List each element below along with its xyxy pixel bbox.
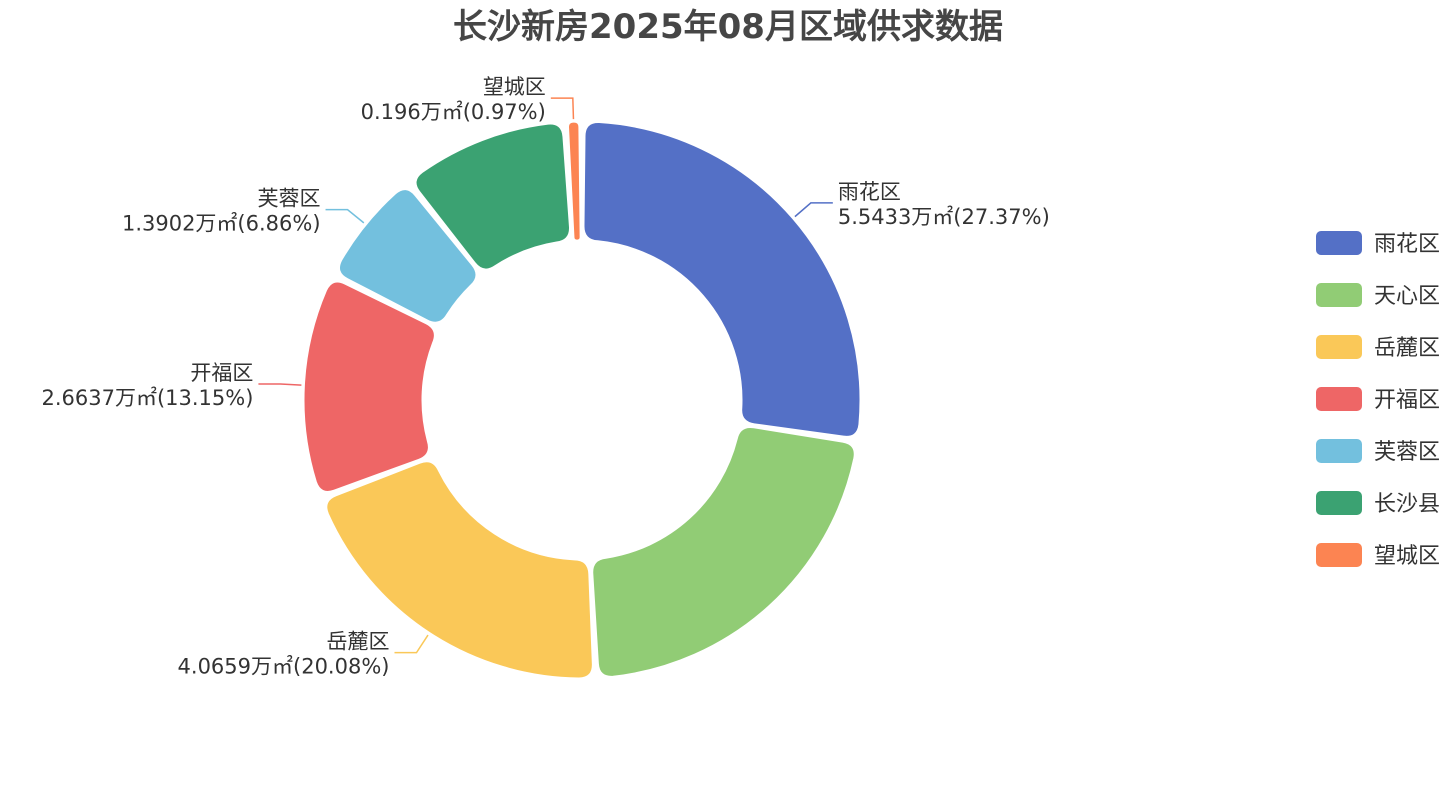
- slice-1[interactable]: [583, 122, 861, 437]
- legend-label-7: 望城区: [1374, 544, 1440, 569]
- donut-slices: [303, 121, 861, 679]
- legend-item-6[interactable]: 长沙县: [1316, 491, 1440, 517]
- legend-swatch-7: [1316, 543, 1362, 567]
- slice-label-name-1: 雨花区: [838, 180, 901, 204]
- slice-5[interactable]: [339, 189, 477, 323]
- legend-item-2[interactable]: 天心区: [1316, 283, 1440, 309]
- legend-swatch-2: [1316, 283, 1362, 307]
- legend-label-5: 芙蓉区: [1374, 440, 1440, 465]
- legend-item-3[interactable]: 岳麓区: [1316, 335, 1440, 361]
- legend-swatch-3: [1316, 335, 1362, 359]
- legend-label-4: 开福区: [1374, 388, 1440, 413]
- slice-3[interactable]: [326, 461, 593, 679]
- slice-label-name-7: 望城区: [483, 75, 546, 99]
- label-line-1: [794, 202, 833, 218]
- legend-swatch-1: [1316, 231, 1362, 255]
- slice-label-name-3: 岳麓区: [326, 630, 389, 654]
- slice-4[interactable]: [303, 281, 435, 492]
- slice-label-value-4: 2.6637万㎡(13.15%): [41, 386, 253, 410]
- slice-label-value-1: 5.5433万㎡(27.37%): [838, 205, 1050, 229]
- legend-swatch-5: [1316, 439, 1362, 463]
- slice-label-name-4: 开福区: [190, 361, 253, 385]
- slice-label-value-7: 0.196万㎡(0.97%): [361, 100, 546, 124]
- chart-title: 长沙新房2025年08月区域供求数据: [453, 7, 1003, 47]
- label-line-3: [394, 634, 429, 654]
- legend-item-7[interactable]: 望城区: [1316, 543, 1440, 569]
- legend-label-6: 长沙县: [1374, 492, 1440, 517]
- slice-2[interactable]: [592, 426, 855, 677]
- legend-item-5[interactable]: 芙蓉区: [1316, 439, 1440, 465]
- slice-7[interactable]: [568, 121, 581, 241]
- legend-swatch-4: [1316, 387, 1362, 411]
- slice-6[interactable]: [415, 123, 570, 270]
- label-line-4: [258, 383, 302, 386]
- label-line-7: [550, 97, 575, 120]
- legend-label-1: 雨花区: [1374, 232, 1440, 257]
- legend-label-2: 天心区: [1374, 284, 1440, 309]
- label-line-5: [325, 208, 365, 224]
- legend-label-3: 岳麓区: [1374, 336, 1440, 361]
- legend-item-1[interactable]: 雨花区: [1316, 231, 1440, 257]
- legend-item-4[interactable]: 开福区: [1316, 387, 1440, 413]
- slice-label-value-5: 1.3902万㎡(6.86%): [122, 212, 321, 236]
- slice-label-name-5: 芙蓉区: [258, 187, 321, 211]
- legend-swatch-6: [1316, 491, 1362, 515]
- slice-label-value-3: 4.0659万㎡(20.08%): [178, 655, 390, 679]
